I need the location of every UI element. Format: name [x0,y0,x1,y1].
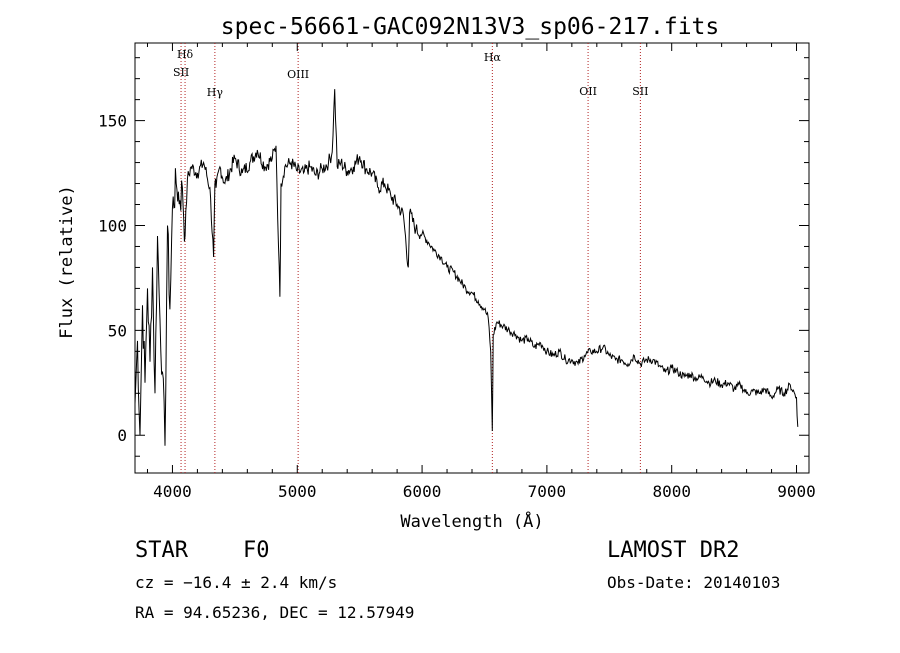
line-marker-label: Hγ [207,86,224,99]
line-marker-label: Hδ [177,48,194,61]
object-subclass: F0 [243,538,270,563]
plot-frame [134,42,810,474]
coordinates: RA = 94.65236, DEC = 12.57949 [135,603,415,622]
x-tick-label: 8000 [652,482,691,501]
spectral-line-markers: Hδ SII Hγ OIII Hα OII SII [173,43,648,473]
y-tick-label: 100 [98,216,127,235]
line-marker-label: OII [579,85,597,98]
y-axis-label: Flux (relative) [57,185,77,339]
x-tick-label: 6000 [403,482,442,501]
line-marker-label: SII [173,66,189,79]
series-layer [134,89,799,446]
object-class: STAR [135,538,188,563]
x-tick-label: 9000 [777,482,816,501]
y-axis-ticks: 0 50 100 150 [98,57,809,457]
survey-name: LAMOST DR2 [607,538,740,563]
y-tick-label: 50 [108,321,127,340]
x-tick-label: 4000 [153,482,192,501]
y-tick-label: 0 [117,426,127,445]
x-axis-ticks: 4000 5000 6000 7000 8000 9000 [146,43,816,501]
x-axis-label: Wavelength (Å) [400,510,543,532]
y-tick-label: 150 [98,112,127,131]
line-marker-label: Hα [484,51,502,64]
spectrum-series [134,89,799,446]
x-tick-label: 5000 [278,482,317,501]
x-tick-label: 7000 [528,482,567,501]
line-marker-label: OIII [287,68,309,81]
observation-date: Obs-Date: 20140103 [607,573,781,592]
line-marker-label: SII [632,85,648,98]
chart-title: spec-56661-GAC092N13V3_sp06-217.fits [221,14,720,40]
redshift-velocity: cz = −16.4 ± 2.4 km/s [135,573,338,592]
